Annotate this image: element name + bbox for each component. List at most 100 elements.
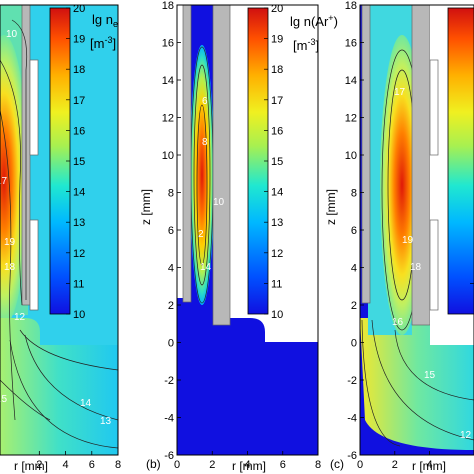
panel-b-contour-label: 8: [202, 137, 208, 148]
panel-b-plot-area: [177, 4, 318, 455]
panel-b-contour-label: 14: [200, 262, 212, 273]
panel-b-label: (b): [146, 457, 161, 471]
panel-b-y-tick-label: -2: [164, 375, 174, 387]
panel-b-x-label: r [mm]: [232, 459, 266, 473]
panel-a-colorbar-ticks: 10 11 12 13 14 15 16 17 18 19 20: [66, 3, 85, 321]
panel-b-colorbar-tick-label: 15: [271, 156, 283, 168]
panel-c-y-tick-label: 6: [351, 225, 357, 237]
panel-c-y-ticks: -6 -4 -2 0 2 4 6 8 10 12 14 16 18: [345, 0, 364, 462]
panel-b-x-tick-label: 6: [280, 459, 286, 471]
panel-a-colorbar-tick-label: 19: [73, 34, 85, 46]
panel-b-y-tick-label: 16: [162, 38, 174, 50]
panel-c-y-tick-label: 12: [345, 113, 357, 125]
panel-b-y-tick-label: 18: [162, 0, 174, 12]
panel-b-y-tick-label: 0: [168, 338, 174, 350]
panel-b-contour-labels: 6 8 10 2 14: [198, 96, 225, 273]
panel-a-contour-label: 14: [80, 398, 92, 409]
panel-c: 17 19 18 16 15 12 0 2 4 -6 -4 -2 0 2 4 6 8 10 12 14 16 18 r…: [324, 0, 474, 473]
panel-b-y-tick-label: 14: [162, 75, 174, 87]
panel-a-contour-label: 13: [100, 416, 112, 427]
panel-b-colorbar-tick-label: 18: [271, 64, 283, 76]
panel-a-contour-label: 15: [0, 394, 8, 405]
panel-c-x-label: r [mm]: [412, 459, 446, 473]
panel-b-y-tick-label: 6: [168, 225, 174, 237]
panel-a-colorbar-tick-label: 12: [73, 248, 85, 260]
panel-b-colorbar-tick-label: 16: [271, 125, 283, 137]
panel-b-colorbar-tick-label: 20: [271, 3, 283, 15]
panel-a-colorbar-tick-label: 13: [73, 217, 85, 229]
panel-a-x-tick-label: 8: [115, 459, 121, 471]
panel-b-contour-label: 6: [202, 96, 208, 107]
panel-a-colorbar-tick-label: 18: [73, 64, 85, 76]
panel-a-x-tick-label: 2: [36, 459, 42, 471]
panel-c-contour-label: 18: [410, 262, 422, 273]
panel-b-x-tick-label: 2: [209, 459, 215, 471]
panel-b-contour-label: 2: [198, 229, 204, 240]
panel-c-contour-label: 15: [424, 370, 436, 381]
panel-a-colorbar-tick-label: 17: [73, 95, 85, 107]
panel-b-colorbar-tick-label: 13: [271, 217, 283, 229]
panel-b-y-tick-label: 4: [168, 263, 174, 275]
panel-b-y-ticks: -6 -4 -2 0 2 4 6 8 10 12 14 16 18: [162, 0, 181, 462]
panel-a-contour-label: 18: [4, 262, 16, 273]
panel-c-contour-label: 12: [460, 430, 472, 441]
panel-b-y-tick-label: 2: [168, 300, 174, 312]
panel-b-colorbar-title: lg n(Ar+): [290, 13, 338, 29]
panel-a-axes-frame: [0, 4, 119, 456]
panel-a-x-tick-label: 6: [89, 459, 95, 471]
panel-b-y-tick-label: 12: [162, 113, 174, 125]
panel-c-y-tick-label: 0: [351, 338, 357, 350]
panel-b-colorbar-tick-label: 14: [271, 187, 283, 199]
panel-c-y-label: z [mm]: [324, 189, 338, 225]
panel-c-y-tick-label: 18: [345, 0, 357, 12]
panel-c-colorbar: [447, 7, 474, 315]
panel-a-colorbar-tick-label: 11: [73, 278, 84, 290]
panel-b-colorbar-tick-label: 11: [271, 278, 282, 290]
panel-a-contour-label: 12: [14, 312, 26, 323]
panel-b-colorbar-tick-label: 19: [271, 34, 283, 46]
panel-b-y-tick-label: 8: [168, 188, 174, 200]
panel-c-x-tick-label: 2: [392, 459, 398, 471]
panel-a-colorbar-tick-label: 16: [73, 125, 85, 137]
panel-a-contour-labels: 10 17 19 18 12 15 14 13: [0, 29, 112, 427]
panel-b-x-tick-label: 0: [174, 459, 180, 471]
panel-b-colorbar-ticks: 10 11 12 13 14 15 16 17 18 19 20: [264, 3, 283, 321]
panel-c-contour-label: 16: [392, 317, 404, 328]
panel-a-contour-label: 17: [0, 176, 8, 187]
panel-c-y-tick-label: 2: [351, 300, 357, 312]
panel-a-colorbar-tick-label: 14: [73, 187, 85, 199]
panel-c-y-tick-label: 4: [351, 263, 357, 275]
panel-a-colorbar-tick-label: 10: [73, 309, 85, 321]
panel-b-colorbar-tick-label: 10: [271, 309, 283, 321]
panel-b-y-tick-label: 10: [162, 150, 174, 162]
panel-c-y-tick-label: -6: [347, 450, 357, 462]
panel-b-contour-label: 10: [213, 197, 225, 208]
panel-b-y-tick-label: -6: [164, 450, 174, 462]
panel-b-y-tick-label: -4: [164, 413, 174, 425]
panel-b: 6 8 10 2 14 0 2 4 6 8 -6 -4 -2 0 2 4 6 8 10 12 14 16 18 r [m…: [139, 0, 338, 473]
panel-c-axes-frame: [359, 4, 474, 456]
panel-c-x-tick-label: 4: [427, 459, 433, 471]
panel-c-y-tick-label: 10: [345, 150, 357, 162]
panel-c-contour-labels: 17 19 18 16 15 12: [392, 87, 472, 441]
panel-c-contour-label: 17: [394, 87, 406, 98]
panel-b-colorbar-unit: [m-3]: [293, 37, 319, 53]
panel-c-y-tick-label: 16: [345, 38, 357, 50]
panel-b-x-tick-label: 8: [315, 459, 321, 471]
panel-a-colorbar-unit: [m-3]: [90, 35, 116, 51]
panel-a-contour-label: 19: [4, 237, 16, 248]
panel-a-colorbar-title: lg ne: [92, 12, 118, 29]
panel-c-y-tick-label: -2: [347, 375, 357, 387]
panel-c-y-tick-label: 8: [351, 188, 357, 200]
panel-c-label: (c): [330, 457, 344, 471]
panel-c-y-tick-label: 14: [345, 75, 357, 87]
panel-c-colorbar-ticks: 1: [470, 283, 474, 284]
panel-c-x-tick-label: 0: [357, 459, 363, 471]
panel-a-contour-label: 10: [6, 29, 18, 40]
panel-a-x-label: r [mm]: [14, 459, 48, 473]
panel-b-y-label: z [mm]: [139, 189, 153, 225]
panel-b-x-tick-label: 4: [244, 459, 250, 471]
panel-c-y-tick-label: -4: [347, 413, 357, 425]
